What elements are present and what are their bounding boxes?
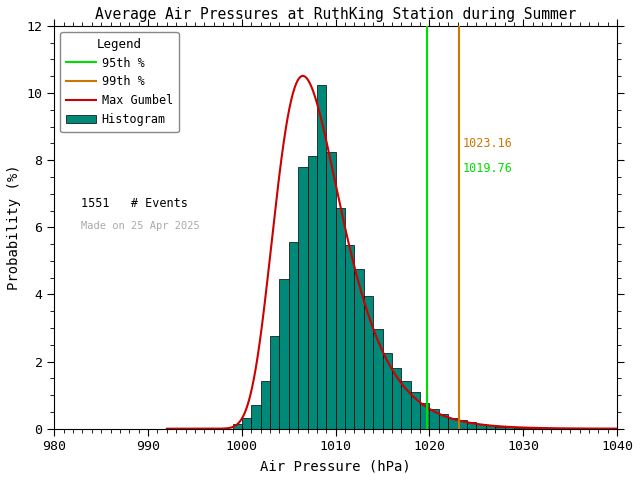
Bar [270, 336, 280, 429]
Bar [458, 420, 467, 429]
Bar [289, 242, 298, 429]
Text: 1019.76: 1019.76 [463, 162, 513, 175]
Bar [514, 428, 524, 429]
Bar [524, 428, 532, 429]
Legend: 95th %, 99th %, Max Gumbel, Histogram: 95th %, 99th %, Max Gumbel, Histogram [60, 32, 179, 132]
Bar [280, 279, 289, 429]
Bar [252, 405, 260, 429]
Bar [242, 418, 252, 429]
Bar [392, 368, 401, 429]
Bar [317, 84, 326, 429]
Bar [364, 297, 373, 429]
Bar [260, 381, 270, 429]
Bar [532, 428, 542, 429]
Y-axis label: Probability (%): Probability (%) [7, 165, 21, 290]
Bar [355, 269, 364, 429]
Bar [308, 156, 317, 429]
Bar [448, 418, 458, 429]
Bar [326, 152, 336, 429]
Bar [439, 414, 448, 429]
Bar [486, 425, 495, 429]
Bar [383, 353, 392, 429]
Bar [420, 403, 429, 429]
Bar [401, 381, 411, 429]
Bar [345, 245, 355, 429]
Bar [232, 424, 242, 429]
Bar [411, 392, 420, 429]
Bar [467, 422, 476, 429]
Title: Average Air Pressures at RuthKing Station during Summer: Average Air Pressures at RuthKing Statio… [95, 7, 576, 22]
Bar [336, 208, 345, 429]
Bar [495, 427, 504, 429]
Text: 1551   # Events: 1551 # Events [81, 197, 188, 210]
X-axis label: Air Pressure (hPa): Air Pressure (hPa) [260, 459, 411, 473]
Bar [476, 424, 486, 429]
Text: Made on 25 Apr 2025: Made on 25 Apr 2025 [81, 221, 200, 231]
Text: 1023.16: 1023.16 [463, 137, 513, 150]
Bar [373, 329, 383, 429]
Bar [504, 427, 514, 429]
Bar [298, 167, 308, 429]
Bar [429, 409, 439, 429]
